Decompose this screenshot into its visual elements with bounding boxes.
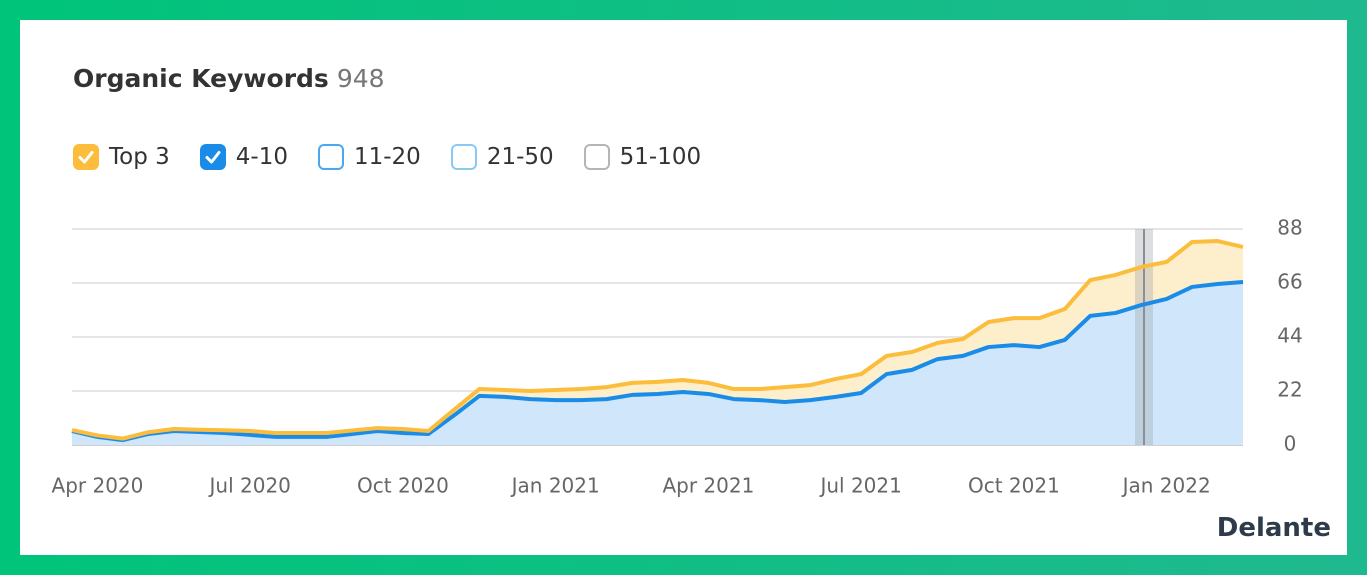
legend-checkbox (450, 144, 477, 170)
x-tick-label: Oct 2021 (968, 474, 1060, 498)
legend-checkbox (73, 144, 99, 170)
title-value: 948 (336, 64, 385, 93)
legend-checkbox (317, 144, 344, 170)
chart-title: Organic Keywords (73, 64, 329, 93)
legend-label: 21-50 (486, 144, 554, 170)
legend-item[interactable]: 4-10 (199, 144, 288, 170)
legend-label: 4-10 (235, 144, 288, 170)
panel: Organic Keywords 948 Top 3 4-10 11-20 21-50 5… (20, 20, 1347, 555)
y-tick-label: 22 (1277, 378, 1302, 402)
x-tick-label: Apr 2021 (662, 474, 754, 498)
legend-label: Top 3 (109, 144, 170, 170)
legend-item[interactable]: 51-100 (583, 144, 702, 170)
x-tick-label: Jul 2021 (818, 474, 901, 498)
y-tick-label: 88 (1277, 216, 1302, 240)
y-tick-label: 66 (1277, 270, 1302, 294)
y-tick-label: 0 (1284, 432, 1297, 456)
x-tick-label: Jul 2020 (208, 474, 291, 498)
area (72, 241, 1243, 441)
x-tick-label: Jan 2021 (510, 474, 600, 498)
x-tick-label: Apr 2020 (52, 474, 144, 498)
title-block: Organic Keywords 948 (73, 64, 385, 93)
line (71, 239, 1244, 441)
line (71, 280, 1244, 443)
legend-checkbox (199, 144, 226, 170)
chart: 0 22 44 66 88 Apr 2020 Jul 2020 Oct 2020 Jan 202… (52, 216, 1303, 498)
checkmark (78, 151, 94, 164)
checkmark (205, 151, 221, 164)
legend: Top 3 4-10 11-20 21-50 51-100 (73, 144, 701, 170)
legend-label: 51-100 (619, 144, 702, 170)
x-tick-label: Jan 2022 (1121, 474, 1211, 498)
legend-item[interactable]: 21-50 (450, 144, 554, 170)
legend-item[interactable]: Top 3 (73, 144, 170, 170)
y-tick-label: 44 (1277, 324, 1302, 348)
area (72, 282, 1243, 445)
x-tick-label: Oct 2020 (357, 474, 449, 498)
brand-logo: Delante (1216, 513, 1331, 543)
legend-label: 11-20 (353, 144, 421, 170)
legend-checkbox (583, 144, 610, 170)
legend-item[interactable]: 11-20 (317, 144, 421, 170)
